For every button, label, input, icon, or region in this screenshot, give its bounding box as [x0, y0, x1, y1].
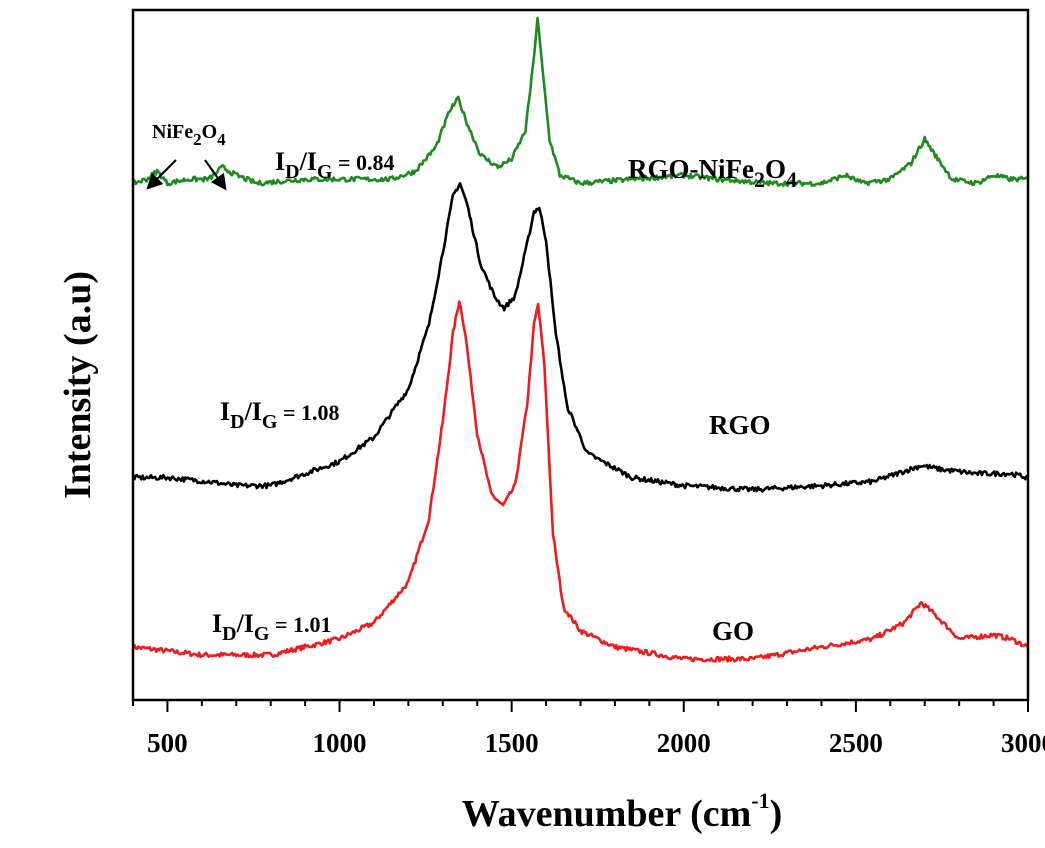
nife2o4-arrows [146, 159, 227, 191]
x-tick-label: 2000 [657, 728, 711, 758]
x-axis-title-superscript: -1 [751, 788, 769, 813]
plot-frame [131, 8, 1030, 702]
x-axis-title-close: ) [770, 793, 783, 835]
x-tick-label: 2500 [829, 728, 883, 758]
series-line-rgo-nife2o4 [132, 16, 1029, 187]
x-axis-title-main: Wavenumber (cm [462, 793, 752, 835]
series-label-rgo-nife2o4: RGO-NiFe2O4 [628, 154, 797, 192]
series-label-go: GO [712, 616, 754, 646]
x-tick-label: 1500 [485, 728, 539, 758]
x-axis-title: Wavenumber (cm-1) [462, 788, 783, 835]
series-label-rgo: RGO [709, 410, 771, 440]
ratio-label-rgo-nife2o4: ID/IG = 0.84 [275, 147, 395, 183]
y-axis-title: Intensity (a.u) [57, 271, 99, 499]
series-line-go [131, 300, 1029, 663]
series-line-rgo [131, 182, 1029, 493]
x-tick-label: 3000 [1001, 728, 1045, 758]
x-axis-ticks [132, 700, 1029, 712]
x-tick-label: 500 [147, 728, 188, 758]
arrow-to-peak-480 [146, 159, 177, 190]
series-layer [131, 16, 1029, 663]
arrow-to-peak-670 [204, 159, 227, 191]
ratio-label-rgo: ID/IG = 1.08 [220, 397, 340, 433]
x-tick-label: 1000 [313, 728, 367, 758]
nife2o4-annotation: NiFe2O4 [152, 121, 226, 149]
x-axis-tick-labels: 500 1000 1500 2000 2500 3000 [147, 728, 1045, 758]
ratio-label-go: ID/IG = 1.01 [212, 609, 332, 645]
